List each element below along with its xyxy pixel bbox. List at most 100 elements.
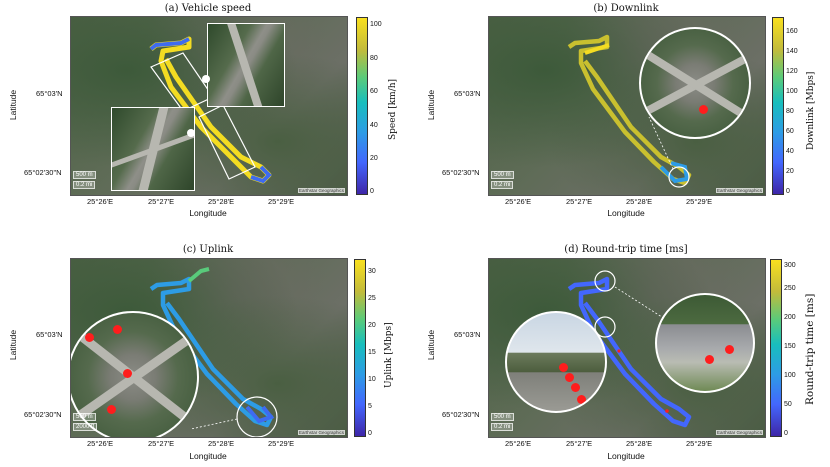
zoom-circle <box>668 166 690 188</box>
colorbar-tick: 20 <box>370 155 378 162</box>
location-marker <box>617 349 621 353</box>
zoom-box <box>198 104 256 180</box>
scale-bar: 0.2 mi <box>491 181 514 189</box>
y-tick: 65°03'N <box>36 89 63 98</box>
map-credit: Earthstar Geographics <box>297 188 345 193</box>
colorbar-label: Downlink [Mbps] <box>806 71 816 150</box>
x-axis-label: Longitude <box>607 208 645 218</box>
x-tick: 25°27'E <box>566 197 593 206</box>
location-marker <box>665 409 669 413</box>
route-path-high <box>584 43 610 55</box>
zoom-circle <box>594 270 616 292</box>
x-axis-label: Longitude <box>189 208 227 218</box>
location-marker <box>705 355 714 364</box>
zoom-circle <box>594 316 616 338</box>
x-tick: 25°27'E <box>566 439 593 448</box>
zoom-inset-photo <box>639 27 751 139</box>
map-credit: Earthstar Geographics <box>715 188 763 193</box>
colorbar-tick: 100 <box>784 372 796 379</box>
map-area: 500 m 2000 ft Earthstar Geographics <box>70 258 348 438</box>
x-tick: 25°28'E <box>626 197 653 206</box>
y-tick: 65°02'30"N <box>24 168 62 177</box>
colorbar-tick: 30 <box>368 268 376 275</box>
colorbar-tick: 15 <box>368 349 376 356</box>
location-marker <box>577 395 586 404</box>
colorbar-label: Speed [km/h] <box>388 78 398 140</box>
y-tick: 65°03'N <box>36 330 63 339</box>
colorbar-tick: 80 <box>370 55 378 62</box>
scale-bar: 500 m <box>491 413 514 421</box>
zoom-leader <box>614 286 666 320</box>
colorbar-tick: 40 <box>370 122 378 129</box>
x-tick: 25°28'E <box>626 439 653 448</box>
zoom-inset-photo <box>71 311 199 437</box>
zoom-circle <box>236 396 278 437</box>
y-tick: 65°02'30"N <box>442 168 480 177</box>
x-tick: 25°28'E <box>208 197 235 206</box>
colorbar <box>772 17 784 195</box>
y-tick: 65°02'30"N <box>442 410 480 419</box>
location-marker <box>565 373 574 382</box>
y-axis-label: Latitude <box>426 329 437 361</box>
map-area: 500 m 0.2 mi Earthstar Geographics <box>488 16 766 196</box>
location-marker <box>123 369 132 378</box>
colorbar-tick: 100 <box>786 88 798 95</box>
colorbar-tick: 0 <box>370 188 374 195</box>
y-tick: 65°02'30"N <box>24 410 62 419</box>
zoom-marker <box>187 129 195 137</box>
route-path-slow <box>149 37 190 51</box>
colorbar-tick: 60 <box>370 88 378 95</box>
x-tick: 25°29'E <box>686 439 713 448</box>
x-tick: 25°29'E <box>268 439 295 448</box>
zoom-inset-photo <box>111 107 195 191</box>
colorbar <box>356 17 368 195</box>
scale-bar: 500 m <box>73 171 96 179</box>
colorbar-tick: 250 <box>784 285 796 292</box>
y-tick: 65°03'N <box>454 330 481 339</box>
colorbar-tick: 0 <box>786 188 790 195</box>
colorbar-tick: 20 <box>368 322 376 329</box>
colorbar-tick: 50 <box>784 401 792 408</box>
colorbar-tick: 5 <box>368 403 372 410</box>
colorbar-label: Round-trip time [ms] <box>804 293 816 405</box>
route-path-slow <box>250 165 272 184</box>
x-axis-label: Longitude <box>607 451 645 461</box>
colorbar-tick: 160 <box>786 28 798 35</box>
colorbar-tick: 0 <box>784 430 788 437</box>
map-area: 500 m 0.2 mi Earthstar Geographics <box>70 16 348 196</box>
panel-title: (b) Downlink <box>593 3 659 14</box>
scale-bar: 0.2 mi <box>73 181 96 189</box>
route-svg <box>149 267 278 437</box>
zoom-marker <box>202 75 210 83</box>
x-tick: 25°29'E <box>686 197 713 206</box>
colorbar-tick: 200 <box>784 314 796 321</box>
x-tick: 25°28'E <box>208 439 235 448</box>
location-marker <box>741 110 749 119</box>
location-marker <box>725 345 734 354</box>
location-marker <box>85 333 94 342</box>
route-svg <box>567 270 692 428</box>
panel-title: (c) Uplink <box>182 244 234 255</box>
location-marker <box>107 405 116 414</box>
location-marker <box>559 363 568 372</box>
route-path <box>567 276 692 428</box>
x-tick: 25°26'E <box>87 439 114 448</box>
route-path <box>149 276 274 428</box>
colorbar-tick: 150 <box>784 343 796 350</box>
colorbar-tick: 140 <box>786 48 798 55</box>
x-axis-label: Longitude <box>189 451 227 461</box>
x-tick: 25°29'E <box>268 197 295 206</box>
y-axis-label: Latitude <box>8 329 19 361</box>
colorbar-tick: 10 <box>368 376 376 383</box>
route-svg <box>149 36 272 184</box>
zoom-inset-photo <box>655 293 755 393</box>
route-svg <box>567 34 692 188</box>
colorbar-tick: 80 <box>786 108 794 115</box>
colorbar-tick: 300 <box>784 262 796 269</box>
panel-title: (d) Round-trip time [ms] <box>564 244 688 255</box>
route-path-low <box>659 161 690 184</box>
x-tick: 25°27'E <box>148 197 175 206</box>
zoom-inset-photo <box>207 23 285 107</box>
y-tick: 65°03'N <box>454 89 481 98</box>
y-axis-label: Latitude <box>8 89 19 121</box>
